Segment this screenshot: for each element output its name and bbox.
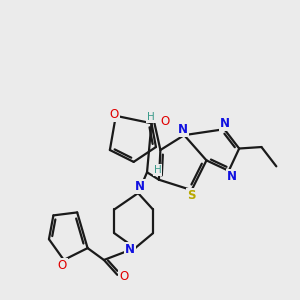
Text: O: O	[160, 115, 170, 128]
Text: H: H	[154, 165, 161, 175]
Text: O: O	[58, 260, 67, 272]
Text: H: H	[147, 112, 155, 122]
Text: N: N	[220, 117, 230, 130]
Text: N: N	[178, 123, 188, 136]
Text: S: S	[188, 189, 196, 202]
Text: O: O	[110, 108, 119, 121]
Text: O: O	[119, 270, 128, 283]
Text: N: N	[135, 180, 145, 193]
Text: N: N	[227, 170, 237, 183]
Text: N: N	[125, 243, 135, 256]
